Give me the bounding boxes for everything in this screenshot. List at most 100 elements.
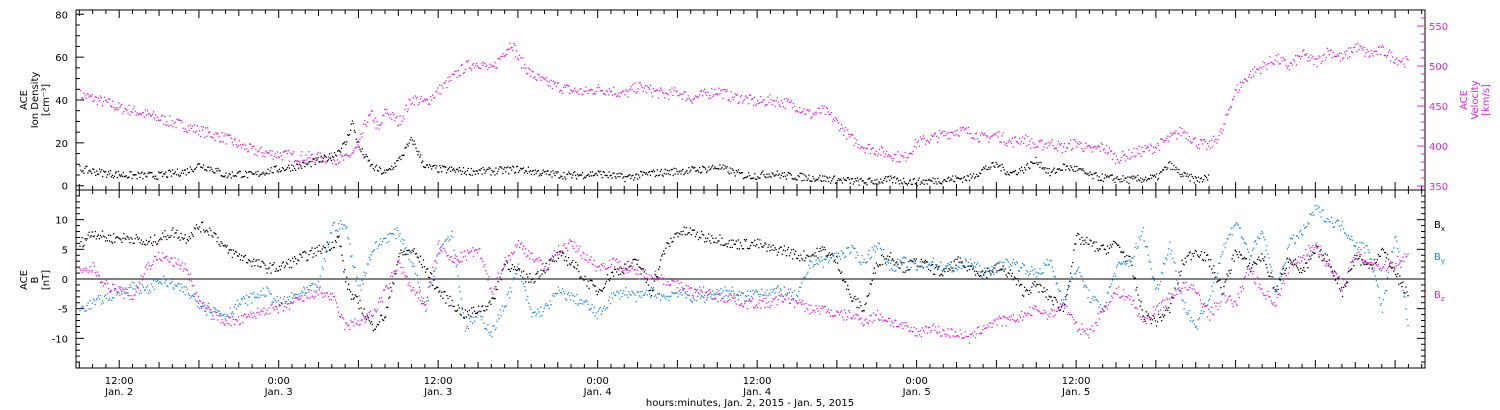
density-series-point	[455, 168, 458, 171]
by-series-point	[1019, 267, 1022, 269]
velocity-series-point	[228, 134, 230, 136]
bx-series-point	[423, 266, 426, 268]
density-tick-label: 20	[55, 139, 68, 150]
by-series-point	[1039, 268, 1041, 270]
by-series-point	[898, 267, 900, 269]
bx-series-point	[383, 319, 385, 322]
velocity-series-point	[436, 90, 438, 92]
bx-series-point	[1406, 291, 1408, 293]
velocity-series-point	[668, 98, 670, 100]
bx-series-point	[762, 246, 764, 248]
velocity-series-point	[1258, 68, 1260, 71]
density-series-point	[568, 171, 570, 173]
by-series-point	[277, 299, 279, 302]
by-series-point	[876, 248, 879, 250]
velocity-series-point	[1375, 50, 1377, 53]
density-series-point	[1200, 177, 1203, 179]
velocity-series-point	[476, 62, 478, 65]
bx-series-point	[706, 240, 708, 243]
density-series-point	[1208, 174, 1210, 176]
bx-series-point	[1036, 284, 1038, 286]
velocity-series-point	[532, 71, 534, 73]
density-series-point	[994, 166, 996, 168]
velocity-series-point	[1390, 60, 1392, 62]
by-series-point	[1194, 326, 1196, 328]
density-series-point	[309, 160, 311, 163]
velocity-series-point	[648, 88, 651, 90]
density-series-point	[655, 174, 657, 176]
velocity-series-point	[1086, 146, 1088, 148]
by-series-point	[552, 293, 554, 295]
velocity-series-point	[161, 115, 163, 117]
bx-series-point	[1052, 304, 1054, 306]
density-series-point	[1059, 169, 1062, 171]
density-series-point	[779, 177, 781, 179]
velocity-series-point	[815, 113, 817, 115]
density-series-point	[886, 180, 888, 182]
by-series-point	[988, 267, 990, 269]
velocity-series-point	[92, 100, 94, 103]
velocity-series-point	[908, 153, 910, 155]
density-series-point	[469, 174, 471, 176]
density-series-point	[1207, 179, 1209, 181]
density-series-point	[545, 173, 547, 175]
velocity-series-point	[651, 95, 654, 97]
by-series-point	[1101, 307, 1103, 310]
density-series-point	[506, 167, 508, 169]
density-series-point	[130, 171, 132, 173]
velocity-series-point	[1071, 149, 1073, 151]
by-series-point	[1168, 248, 1170, 250]
bx-series-point	[559, 251, 562, 253]
by-series-point	[387, 234, 389, 236]
velocity-series-point	[167, 124, 169, 126]
by-series-point	[159, 281, 161, 283]
by-series-point	[734, 297, 736, 299]
velocity-series-point	[940, 133, 942, 135]
velocity-series-point	[1339, 60, 1342, 62]
density-series-point	[134, 174, 136, 176]
by-series-point	[1214, 277, 1216, 279]
bx-series-point	[579, 277, 581, 279]
by-series-point	[164, 282, 166, 284]
density-series-point	[374, 166, 377, 168]
by-series-point	[392, 232, 394, 235]
velocity-series-point	[185, 130, 187, 132]
velocity-series-point	[396, 115, 398, 118]
by-series-point	[934, 268, 936, 270]
velocity-series-point	[817, 107, 819, 109]
bx-series-point	[1385, 257, 1388, 259]
bx-series-point	[1137, 294, 1139, 296]
density-series-point	[444, 166, 446, 168]
by-series-point	[1222, 251, 1224, 253]
density-series-point	[1151, 174, 1154, 176]
bx-series-point	[1113, 241, 1116, 243]
density-series-point	[176, 168, 179, 170]
velocity-series-point	[355, 147, 357, 149]
by-series-point	[842, 252, 844, 255]
density-series-point	[1030, 161, 1032, 163]
bx-series-point	[1080, 243, 1082, 245]
bx-series-point	[81, 237, 83, 239]
density-series-point	[1137, 174, 1139, 177]
bx-series-point	[999, 269, 1001, 271]
velocity-series-point	[1006, 145, 1008, 147]
by-series-point	[263, 294, 265, 296]
density-series-point	[1118, 178, 1120, 181]
bx-series-point	[1216, 281, 1218, 283]
bx-series-point	[390, 286, 392, 289]
by-series-point	[168, 278, 170, 280]
by-series-point	[874, 251, 876, 253]
by-series-point	[202, 302, 204, 305]
by-series-point	[1035, 271, 1037, 273]
density-series-point	[866, 184, 868, 186]
by-series-point	[1005, 258, 1007, 260]
velocity-series-point	[1020, 141, 1023, 143]
density-series-point	[577, 173, 579, 175]
density-series-point	[687, 172, 689, 174]
by-series-point	[460, 298, 462, 300]
by-series-point	[627, 296, 629, 298]
by-series-point	[810, 256, 812, 258]
bx-series-point	[584, 275, 586, 277]
bx-series-point	[821, 246, 823, 248]
bx-series-point	[1194, 249, 1196, 252]
